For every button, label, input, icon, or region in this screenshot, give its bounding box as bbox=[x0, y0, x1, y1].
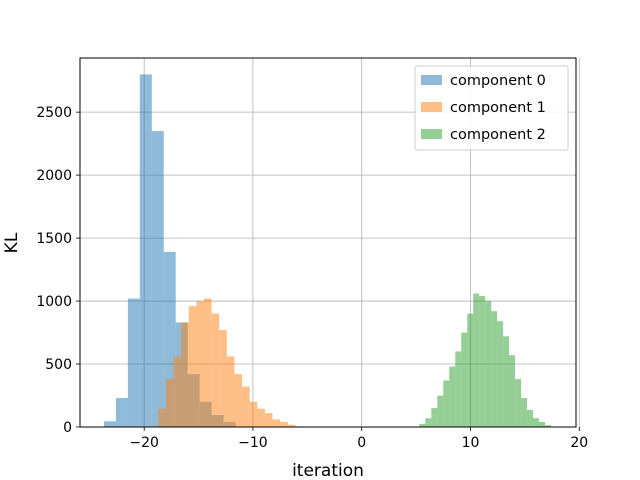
series-1-bar bbox=[234, 374, 243, 427]
series-0-bar bbox=[139, 74, 152, 428]
series-2-bar bbox=[431, 408, 438, 427]
series-2-bar bbox=[533, 418, 540, 427]
series-2-bar bbox=[515, 379, 522, 427]
series-1-bar bbox=[264, 413, 273, 427]
series-2-bar bbox=[443, 380, 450, 427]
series-2-bar bbox=[449, 366, 456, 427]
plot-frame bbox=[79, 57, 577, 428]
legend-swatch bbox=[421, 75, 442, 85]
series-2-bar bbox=[527, 409, 534, 427]
legend-box bbox=[414, 65, 569, 151]
x-tick-label: −20 bbox=[129, 435, 159, 451]
x-tick-label: 0 bbox=[357, 435, 366, 451]
x-tick-label: −10 bbox=[238, 435, 268, 451]
series-1-bar bbox=[204, 298, 212, 427]
y-tick-label: 500 bbox=[45, 357, 72, 373]
series-2-bar bbox=[479, 296, 486, 427]
series-2-bar bbox=[455, 351, 462, 427]
legend-label: component 2 bbox=[450, 127, 546, 143]
y-tick-label: 1000 bbox=[36, 294, 72, 310]
y-axis-label: KL bbox=[2, 232, 22, 253]
series-2-bar bbox=[509, 355, 516, 427]
y-tick-label: 0 bbox=[63, 420, 72, 436]
series-2-bar bbox=[485, 301, 492, 427]
y-tick-label: 1500 bbox=[36, 231, 72, 247]
x-axis-ticks: −20 −10 0 10 20 bbox=[129, 427, 588, 451]
legend-swatch bbox=[421, 129, 442, 139]
legend-label: component 1 bbox=[450, 100, 546, 116]
legend-swatch bbox=[421, 102, 442, 112]
series-2-bar bbox=[491, 311, 498, 427]
series-1-bar bbox=[257, 408, 265, 427]
series-0-bar bbox=[151, 131, 164, 427]
series-1-bar bbox=[280, 421, 288, 427]
series-0-bar bbox=[103, 421, 116, 427]
series-2-bar bbox=[503, 336, 510, 427]
legend: component 0 component 1 component 2 bbox=[414, 65, 569, 151]
series-2-bar bbox=[473, 293, 480, 427]
legend-label: component 0 bbox=[450, 73, 546, 89]
series-1-bar bbox=[196, 301, 204, 427]
series-1-bar bbox=[272, 419, 281, 427]
series-2-bar bbox=[497, 321, 504, 427]
series-1-bar bbox=[158, 408, 166, 427]
series-1-bar bbox=[181, 322, 189, 427]
y-axis-ticks: 0 500 1000 1500 2000 2500 bbox=[36, 105, 80, 436]
series-0-bar bbox=[127, 298, 140, 427]
series-2-bar bbox=[461, 332, 468, 427]
histogram-bars bbox=[103, 74, 551, 428]
series-1-bar bbox=[188, 306, 197, 427]
series-1-bar bbox=[287, 424, 296, 427]
series-2-bar bbox=[437, 395, 444, 427]
x-axis-label: iteration bbox=[292, 461, 364, 480]
series-1-bar bbox=[211, 313, 220, 427]
series-2-bar bbox=[545, 425, 551, 427]
series-1-bar bbox=[173, 356, 182, 427]
y-tick-label: 2000 bbox=[36, 168, 72, 184]
series-1-bar bbox=[226, 356, 235, 427]
y-tick-label: 2500 bbox=[36, 105, 72, 121]
series-2-bars bbox=[419, 293, 551, 427]
series-1-bar bbox=[249, 401, 258, 427]
series-2-bar bbox=[467, 313, 474, 427]
x-tick-label: 10 bbox=[462, 435, 480, 451]
series-1-bar bbox=[219, 330, 227, 427]
series-2-bar bbox=[521, 398, 528, 427]
x-tick-label: 20 bbox=[570, 435, 588, 451]
series-1-bar bbox=[165, 379, 174, 427]
series-1-bar bbox=[242, 386, 250, 427]
series-1-bars bbox=[150, 298, 303, 427]
series-2-bar bbox=[419, 423, 426, 427]
series-2-bar bbox=[539, 421, 545, 427]
series-0-bar bbox=[163, 251, 176, 427]
series-0-bar bbox=[115, 398, 128, 427]
series-2-bar bbox=[425, 418, 432, 427]
